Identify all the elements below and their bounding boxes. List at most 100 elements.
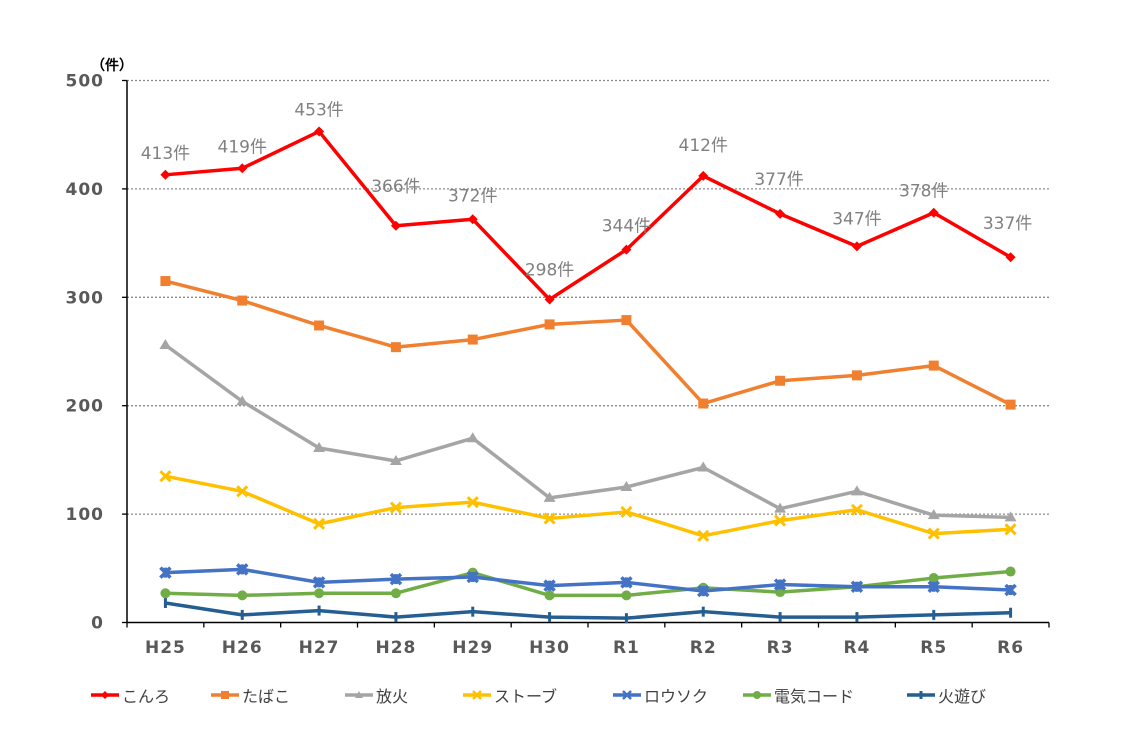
legend-label: こんろ	[122, 687, 171, 706]
data-point	[620, 576, 633, 589]
data-point	[1005, 399, 1016, 410]
x-tick-label: R6	[997, 638, 1024, 658]
data-point	[698, 170, 709, 181]
data-point	[314, 320, 325, 331]
legend-item: たばこ	[210, 683, 344, 707]
data-label: 377件	[754, 170, 803, 190]
data-point	[314, 126, 325, 137]
legend-swatch	[91, 691, 119, 699]
data-point	[775, 587, 786, 598]
data-point	[544, 319, 555, 330]
data-point	[237, 163, 248, 174]
data-point	[775, 208, 786, 219]
legend-swatch	[463, 690, 491, 700]
legend-label: ロウソク	[644, 687, 709, 706]
legend-label: 電気コード	[774, 687, 855, 706]
y-tick-label: 0	[91, 614, 104, 634]
data-point	[1005, 252, 1016, 263]
series-line-0	[165, 129, 1012, 302]
data-point	[697, 584, 710, 598]
data-point	[389, 454, 402, 465]
series-line-1	[164, 279, 1012, 407]
data-point	[237, 590, 248, 601]
data-point	[544, 294, 555, 305]
y-axis-unit-label: （件）	[91, 57, 133, 74]
y-tick-label: 100	[66, 505, 105, 525]
data-label: 419件	[218, 137, 267, 157]
data-point	[697, 461, 710, 472]
x-tick-label: H25	[145, 638, 186, 658]
data-point	[851, 241, 862, 252]
legend-item: 放火	[344, 683, 462, 707]
legend-item: ストーブ	[462, 683, 612, 707]
data-point	[236, 395, 249, 406]
data-point	[851, 370, 862, 381]
x-tick-label: H26	[222, 638, 263, 658]
data-point	[1004, 523, 1017, 536]
data-point	[466, 432, 479, 443]
legend-swatch	[211, 691, 239, 699]
data-point	[160, 588, 171, 599]
data-point	[927, 509, 940, 520]
data-label: 412件	[679, 136, 728, 156]
data-label: 298件	[525, 260, 574, 280]
y-tick-label: 200	[66, 397, 105, 417]
data-label: 347件	[832, 209, 881, 229]
data-point	[543, 579, 556, 592]
data-point	[543, 512, 556, 525]
data-point	[774, 502, 787, 513]
data-point	[927, 580, 940, 593]
legend-label: ストーブ	[494, 687, 558, 706]
data-label: 366件	[371, 177, 420, 197]
data-point	[390, 342, 401, 353]
legend-label: たばこ	[242, 687, 291, 706]
legend-swatch	[907, 691, 935, 699]
data-point	[621, 244, 632, 255]
series-line-2	[164, 343, 1011, 520]
legend-label: 火遊び	[938, 687, 987, 706]
data-point	[236, 485, 249, 498]
legend-marker	[472, 690, 482, 700]
data-point	[850, 503, 863, 516]
data-label: 337件	[983, 214, 1032, 234]
data-point	[313, 517, 326, 530]
data-point	[543, 491, 556, 502]
data-point	[159, 566, 172, 579]
data-point	[697, 529, 710, 542]
legend-item: 電気コード	[742, 683, 906, 707]
x-tick-label: R4	[843, 638, 870, 658]
data-point	[159, 470, 172, 483]
legend-swatch	[613, 690, 641, 700]
data-point	[774, 514, 787, 527]
legend-marker	[622, 690, 632, 700]
data-point	[1004, 511, 1017, 522]
data-point	[389, 572, 403, 586]
data-point	[313, 441, 326, 452]
series-line-3	[165, 474, 1011, 538]
data-point	[466, 570, 479, 584]
x-tick-label: H30	[529, 638, 570, 658]
data-label: 344件	[602, 217, 651, 237]
data-point	[698, 398, 709, 409]
legend-marker	[101, 691, 109, 699]
legend-marker	[221, 691, 229, 699]
data-point	[390, 220, 401, 231]
x-tick-label: H29	[452, 638, 493, 658]
legend-marker	[753, 691, 761, 699]
data-point	[390, 588, 401, 599]
data-point	[1005, 566, 1016, 577]
data-label: 413件	[141, 144, 190, 164]
data-point	[927, 527, 940, 540]
legend: こんろ たばこ 放火 ストーブ ロウソク 電気コード 火遊び	[90, 683, 1026, 707]
data-point	[237, 295, 248, 306]
y-tick-label: 400	[66, 180, 105, 200]
data-point	[621, 590, 632, 601]
data-point	[236, 563, 249, 576]
x-tick-label: R2	[690, 638, 717, 658]
y-tick-label: 300	[66, 288, 105, 308]
legend-marker	[355, 691, 363, 698]
data-point	[312, 576, 326, 589]
data-point	[620, 505, 633, 518]
data-point	[160, 169, 171, 180]
legend-swatch	[345, 691, 373, 698]
